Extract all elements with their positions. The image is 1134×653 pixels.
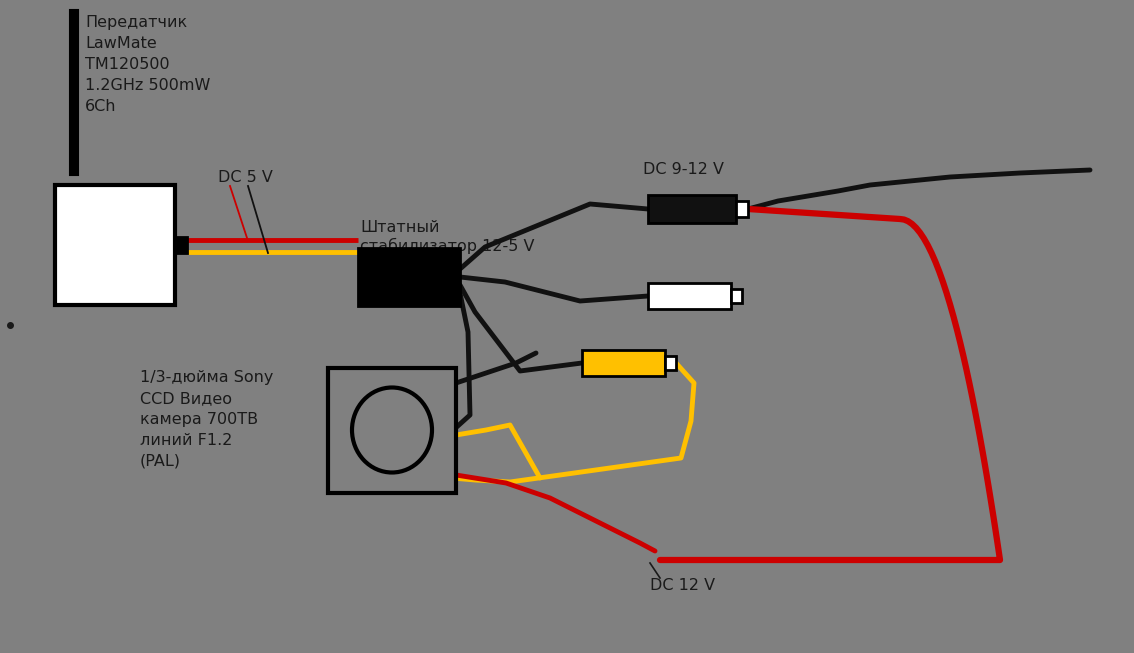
Bar (582, 350, 665, 376)
Bar (648, 283, 731, 309)
Text: 1/3-дюйма Sony
CCD Видео
камера 700ТВ
линий F1.2
(PAL): 1/3-дюйма Sony CCD Видео камера 700ТВ ли… (139, 370, 273, 469)
Bar (731, 289, 742, 303)
Bar (358, 248, 460, 306)
Text: DC 12 V: DC 12 V (650, 578, 716, 593)
Bar (736, 201, 748, 217)
Bar (56, 185, 175, 305)
Text: Штатный
стабилизатор 12-5 V: Штатный стабилизатор 12-5 V (359, 220, 534, 254)
Bar (175, 237, 187, 253)
Bar (648, 195, 736, 223)
Text: DC 9-12 V: DC 9-12 V (643, 162, 723, 177)
Bar (665, 356, 676, 370)
Ellipse shape (352, 387, 432, 473)
Bar (70, 10, 78, 175)
Bar (328, 368, 456, 493)
Text: DC 5 V: DC 5 V (218, 170, 273, 185)
Text: Передатчик
LawMate
TM120500
1.2GHz 500mW
6Ch: Передатчик LawMate TM120500 1.2GHz 500mW… (85, 15, 211, 114)
